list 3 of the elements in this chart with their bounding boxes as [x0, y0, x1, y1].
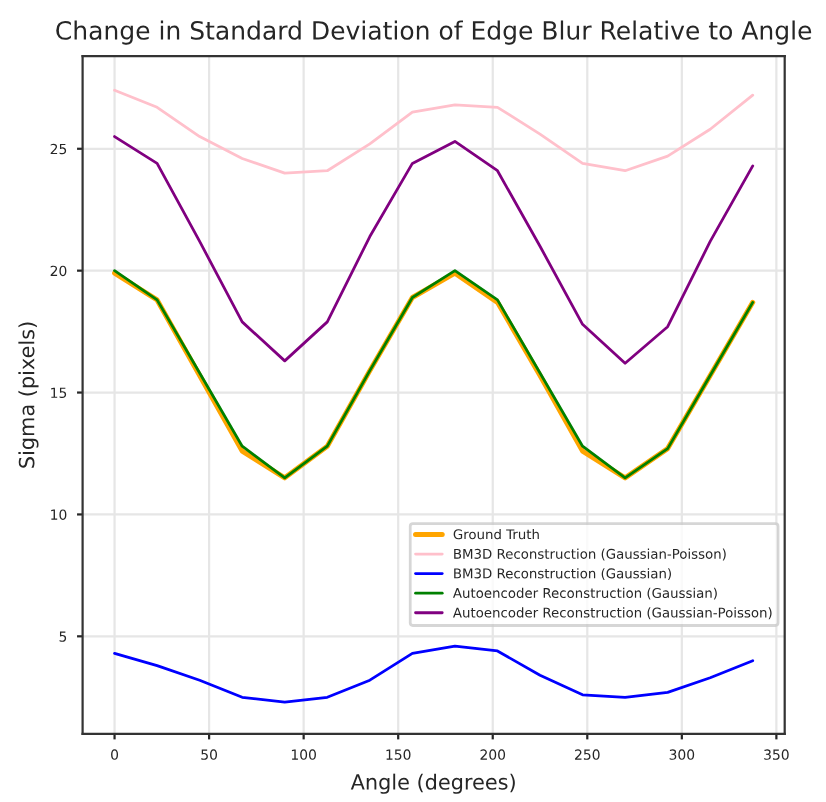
- x-axis-title: Angle (degrees): [350, 773, 515, 794]
- chart-title: Change in Standard Deviation of Edge Blur Relative to Angle: [56, 20, 812, 45]
- y-axis-title: Sigma (pixels): [18, 322, 39, 468]
